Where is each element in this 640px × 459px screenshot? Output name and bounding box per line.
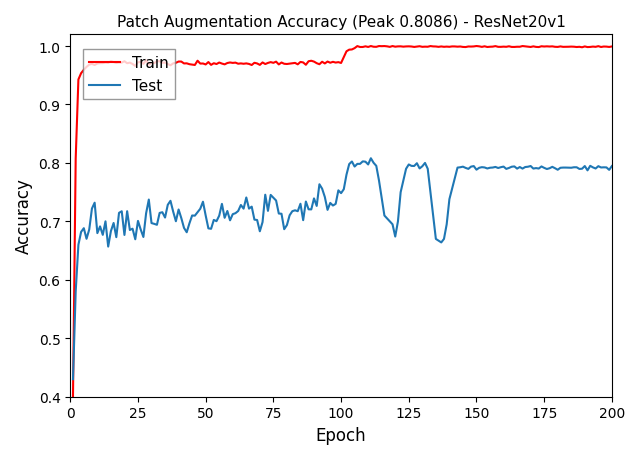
Train: [564, 45, 572, 50]
Title: Patch Augmentation Accuracy (Peak 0.8086) - ResNet20v1: Patch Augmentation Accuracy (Peak 0.8086…: [116, 15, 566, 30]
Train: [91, 63, 99, 68]
Test: [102, 219, 109, 224]
Test: [170, 209, 177, 215]
Y-axis label: Accuracy: Accuracy: [15, 178, 33, 254]
Test: [367, 156, 374, 162]
Test: [69, 376, 77, 382]
Train: [212, 62, 220, 67]
Train: [102, 61, 109, 66]
Legend: Train, Test: Train, Test: [83, 50, 175, 100]
Train: [584, 45, 591, 51]
Line: Test: Test: [73, 159, 612, 379]
Test: [564, 166, 572, 171]
Test: [91, 201, 99, 206]
X-axis label: Epoch: Epoch: [316, 426, 366, 444]
Train: [472, 44, 480, 50]
Train: [608, 45, 616, 50]
Test: [584, 168, 591, 174]
Test: [608, 164, 616, 169]
Train: [69, 394, 77, 400]
Test: [212, 219, 220, 224]
Line: Train: Train: [73, 47, 612, 397]
Train: [170, 62, 177, 67]
